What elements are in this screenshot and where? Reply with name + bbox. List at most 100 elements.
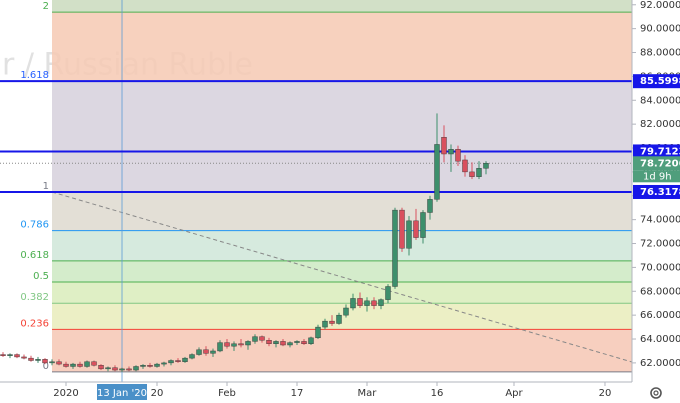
line-price-label: 85.5998 — [640, 76, 680, 87]
fib-band — [52, 0, 632, 13]
fib-band — [52, 329, 632, 372]
last-price-label: 78.7206 — [640, 158, 680, 169]
x-tick-label: Apr — [505, 388, 523, 399]
candle-body — [462, 159, 468, 173]
candle-body — [343, 307, 349, 316]
candle-body — [119, 368, 125, 371]
candle-body — [112, 367, 118, 371]
candle-body — [315, 326, 321, 339]
candle-body — [70, 363, 76, 367]
candle-body — [196, 349, 202, 355]
y-tick-label: 72.0000 — [640, 239, 680, 250]
countdown: 1d 9h — [643, 171, 672, 182]
candle-body — [126, 368, 132, 371]
candle-body — [21, 356, 27, 359]
candle-body — [322, 320, 328, 328]
y-tick-label: 92.0000 — [640, 0, 680, 11]
line-price-label-bg — [633, 144, 680, 159]
candle-body — [455, 149, 461, 162]
candle-body — [245, 341, 251, 346]
candle-body — [238, 343, 244, 346]
candle-body — [154, 363, 160, 367]
last-price-label-bg — [633, 156, 680, 171]
gear[interactable] — [650, 387, 662, 399]
fib-label: 0.236 — [20, 318, 49, 329]
candle-body — [378, 299, 384, 306]
candle-body — [210, 350, 216, 354]
candle-body — [0, 354, 6, 356]
x-tick-label: 20 — [151, 388, 164, 399]
x-tick-label: Mar — [358, 388, 378, 399]
candle-body — [259, 336, 265, 341]
candle-body — [56, 361, 62, 365]
fib-band — [52, 81, 632, 192]
candle-body — [273, 341, 279, 345]
candle-body — [406, 220, 412, 249]
fib-band — [52, 230, 632, 261]
candle-body — [434, 144, 440, 200]
crosshair-label: 13 Jan '20 — [97, 388, 147, 399]
line-price-label-bg — [633, 184, 680, 199]
fib-label: 0.786 — [20, 220, 49, 231]
candle-body — [336, 314, 342, 324]
candle-body — [266, 340, 272, 344]
candle-body — [364, 300, 370, 306]
gear-hub[interactable] — [653, 390, 659, 396]
candle-body — [420, 212, 426, 238]
candle-body — [105, 367, 111, 370]
candle-body — [448, 149, 454, 155]
candle-body — [392, 209, 398, 287]
line-price-label-bg — [633, 74, 680, 89]
plot-area: r / Russian Ruble00.2360.3820.50.6180.78… — [0, 0, 633, 382]
candle-body — [35, 359, 41, 361]
candle-body — [161, 362, 167, 365]
candle-body — [224, 342, 230, 347]
y-tick-label: 88.0000 — [640, 48, 680, 59]
x-tick-label: 20 — [599, 388, 612, 399]
y-tick-label: 70.0000 — [640, 262, 680, 273]
candle-body — [252, 336, 258, 342]
fib-band — [52, 260, 632, 282]
candle-body — [483, 163, 489, 169]
candle-body — [147, 365, 153, 367]
candle-body — [385, 286, 391, 300]
candle-body — [189, 354, 195, 359]
fib-label: 0 — [43, 361, 49, 372]
candle-body — [203, 349, 209, 354]
candle-body — [399, 209, 405, 249]
candle-body — [42, 359, 48, 364]
candle-body — [168, 360, 174, 364]
candle-body — [357, 298, 363, 306]
candle-body — [63, 363, 69, 367]
candle-body — [301, 341, 307, 345]
candle-body — [7, 354, 13, 356]
countdown-bg — [633, 170, 680, 183]
candle-body — [280, 341, 286, 346]
candle-body — [294, 341, 300, 343]
candle-body — [413, 220, 419, 238]
fib-label: 0.618 — [20, 250, 49, 261]
y-tick-label: 62.0000 — [640, 358, 680, 369]
fib-band — [52, 191, 632, 231]
candle-body — [182, 357, 188, 362]
trend-line — [51, 191, 633, 363]
price-axis: 62.0000 64.0000 66.0000 68.0000 70.0000 72.00… — [631, 0, 680, 403]
line-price-label: 76.3178 — [640, 187, 680, 198]
candle-body — [84, 361, 90, 367]
candle-body — [350, 298, 356, 309]
candle-body — [175, 360, 181, 362]
fib-label: 0.382 — [20, 292, 49, 303]
candle-body — [91, 361, 97, 366]
settings-icon[interactable] — [650, 387, 662, 399]
fib-band — [52, 12, 632, 82]
candle-body — [49, 361, 55, 364]
x-tick-label: Feb — [218, 388, 236, 399]
candle-body — [28, 357, 34, 361]
fib-band — [52, 281, 632, 304]
fib-label: 1 — [43, 181, 49, 192]
y-tick-label: 82.0000 — [640, 119, 680, 130]
fib-label: 1.618 — [20, 70, 49, 81]
candle-body — [133, 366, 139, 371]
line-price-label: 79.7123 — [640, 146, 680, 157]
